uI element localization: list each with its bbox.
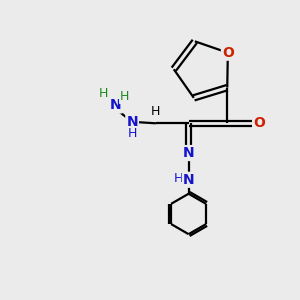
Text: H: H	[173, 172, 183, 185]
Text: H: H	[98, 87, 108, 100]
Text: N: N	[126, 115, 138, 129]
Text: N: N	[110, 98, 122, 112]
Text: O: O	[253, 116, 265, 130]
Text: H: H	[151, 105, 160, 118]
Text: N: N	[183, 173, 194, 187]
Text: H: H	[120, 90, 129, 103]
Text: N: N	[183, 146, 194, 160]
Text: O: O	[222, 46, 234, 60]
Text: H: H	[128, 127, 137, 140]
